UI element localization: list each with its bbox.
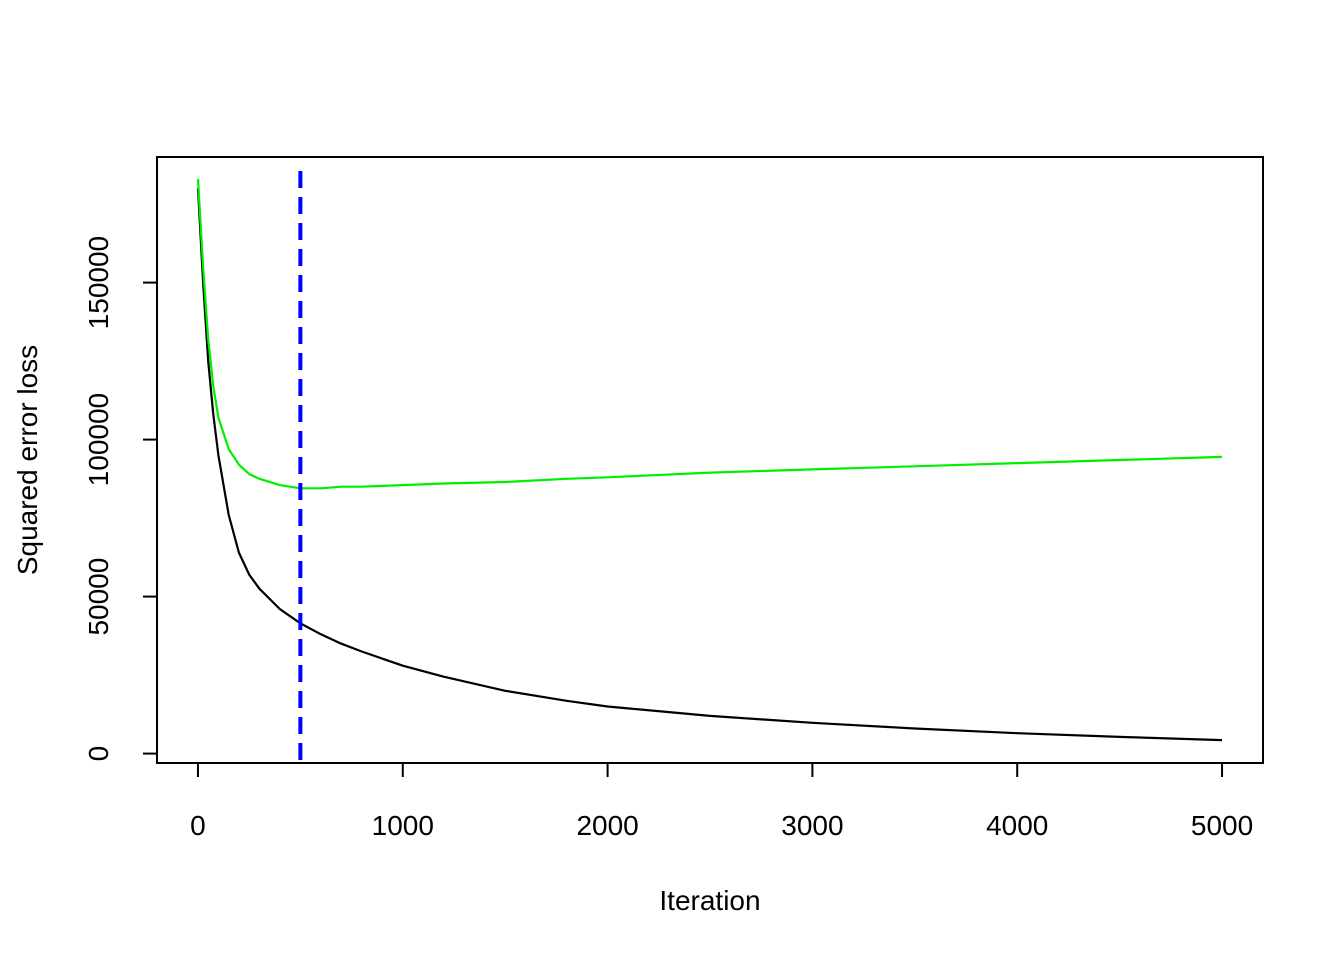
y-tick-label: 0 (83, 746, 114, 762)
y-tick-label: 100000 (83, 393, 114, 486)
x-tick-label: 0 (190, 810, 206, 841)
y-axis: 0 50000 100000 150000 (83, 236, 158, 762)
x-tick-label: 4000 (986, 810, 1048, 841)
x-axis-label: Iteration (659, 885, 760, 916)
y-tick-label: 150000 (83, 236, 114, 329)
x-tick-label: 5000 (1191, 810, 1253, 841)
plot-area (196, 171, 1223, 763)
x-tick-label: 1000 (372, 810, 434, 841)
x-axis: 0 1000 2000 3000 4000 5000 (190, 762, 1253, 841)
series-line-1 (196, 188, 1223, 742)
series-line-2 (196, 178, 1223, 490)
y-tick-label: 50000 (83, 558, 114, 636)
x-tick-label: 3000 (781, 810, 843, 841)
x-tick-label: 2000 (576, 810, 638, 841)
y-axis-label: Squared error loss (12, 345, 43, 575)
